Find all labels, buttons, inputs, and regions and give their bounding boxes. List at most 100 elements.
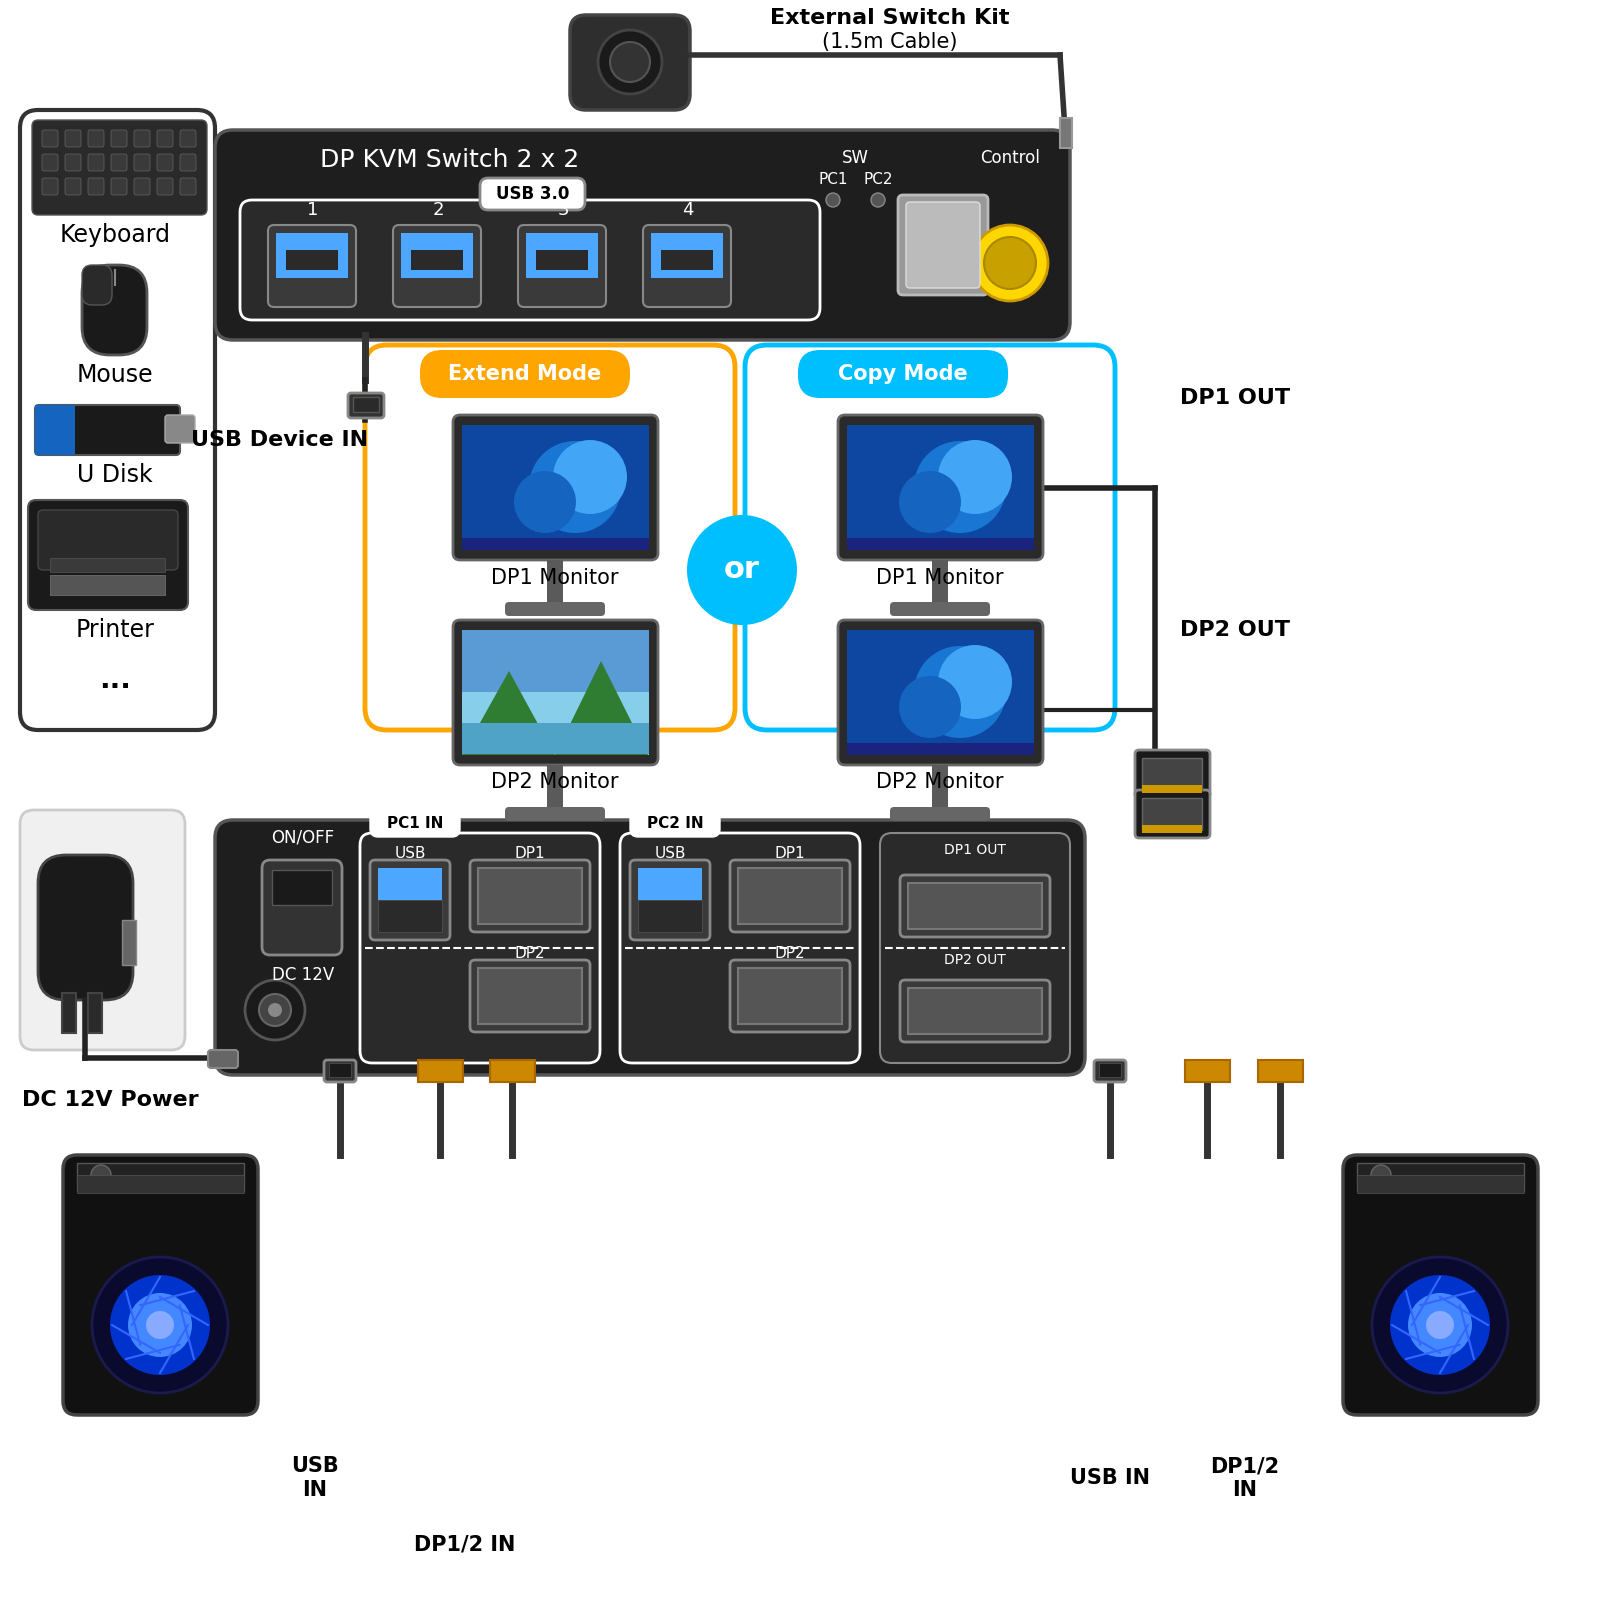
Text: PC2: PC2 [864, 173, 893, 187]
FancyBboxPatch shape [370, 811, 461, 837]
FancyBboxPatch shape [890, 806, 990, 821]
Circle shape [914, 442, 1006, 533]
FancyBboxPatch shape [19, 110, 214, 730]
Circle shape [245, 979, 306, 1040]
Text: Copy Mode: Copy Mode [838, 365, 968, 384]
Circle shape [938, 645, 1013, 718]
Circle shape [269, 1003, 282, 1018]
Text: DP2: DP2 [515, 947, 546, 962]
FancyBboxPatch shape [88, 154, 104, 171]
Text: DC 12V Power: DC 12V Power [22, 1090, 198, 1110]
Polygon shape [462, 661, 648, 755]
FancyBboxPatch shape [66, 154, 82, 171]
Bar [738, 968, 842, 1024]
FancyBboxPatch shape [208, 1050, 238, 1069]
Bar [462, 538, 650, 550]
FancyBboxPatch shape [35, 405, 179, 454]
Circle shape [870, 194, 885, 206]
FancyBboxPatch shape [66, 130, 82, 147]
Bar [1186, 1059, 1230, 1082]
Text: USB: USB [654, 846, 686, 861]
FancyBboxPatch shape [29, 499, 189, 610]
Bar [77, 1163, 243, 1190]
FancyBboxPatch shape [110, 130, 126, 147]
FancyBboxPatch shape [165, 414, 195, 443]
Text: 1: 1 [307, 202, 318, 219]
Text: Extend Mode: Extend Mode [448, 365, 602, 384]
Text: USB IN: USB IN [1070, 1469, 1150, 1488]
Text: Mouse: Mouse [77, 363, 154, 387]
FancyBboxPatch shape [88, 178, 104, 195]
Bar [661, 250, 714, 270]
Bar [846, 630, 1034, 755]
FancyBboxPatch shape [214, 819, 1085, 1075]
Bar [286, 250, 338, 270]
Text: ...: ... [99, 666, 131, 694]
Circle shape [826, 194, 840, 206]
FancyBboxPatch shape [1342, 1155, 1538, 1414]
FancyBboxPatch shape [453, 619, 658, 765]
Circle shape [938, 440, 1013, 514]
Bar [354, 397, 379, 411]
Bar [62, 994, 77, 1034]
FancyBboxPatch shape [419, 350, 630, 398]
Bar [931, 560, 947, 602]
FancyBboxPatch shape [798, 350, 1008, 398]
Text: DP2 Monitor: DP2 Monitor [877, 773, 1003, 792]
Text: DP1: DP1 [515, 846, 546, 861]
Circle shape [110, 1275, 210, 1374]
FancyBboxPatch shape [643, 226, 731, 307]
FancyBboxPatch shape [19, 810, 186, 1050]
Text: 2: 2 [432, 202, 443, 219]
Bar [462, 630, 650, 691]
FancyBboxPatch shape [506, 602, 605, 616]
FancyBboxPatch shape [898, 195, 989, 294]
Circle shape [1408, 1293, 1472, 1357]
Text: USB: USB [394, 846, 426, 861]
FancyBboxPatch shape [134, 154, 150, 171]
Text: PC1: PC1 [818, 173, 848, 187]
Circle shape [554, 440, 627, 514]
Bar [50, 558, 165, 573]
Bar [846, 426, 1034, 550]
Bar [846, 742, 1034, 755]
Text: USB
IN: USB IN [291, 1456, 339, 1499]
Text: Keyboard: Keyboard [59, 222, 171, 246]
FancyBboxPatch shape [890, 602, 990, 616]
FancyBboxPatch shape [470, 861, 590, 931]
Text: DP2 Monitor: DP2 Monitor [491, 773, 619, 792]
FancyBboxPatch shape [730, 960, 850, 1032]
Bar [490, 1059, 534, 1082]
FancyBboxPatch shape [82, 266, 147, 355]
Circle shape [1426, 1310, 1454, 1339]
FancyBboxPatch shape [349, 394, 384, 418]
Text: DP1/2 IN: DP1/2 IN [414, 1534, 515, 1555]
FancyBboxPatch shape [82, 266, 112, 306]
FancyBboxPatch shape [134, 130, 150, 147]
FancyBboxPatch shape [838, 619, 1043, 765]
FancyBboxPatch shape [730, 861, 850, 931]
FancyBboxPatch shape [518, 226, 606, 307]
FancyBboxPatch shape [630, 861, 710, 939]
FancyBboxPatch shape [240, 200, 819, 320]
Text: ON/OFF: ON/OFF [272, 829, 334, 846]
Text: SW: SW [842, 149, 869, 166]
FancyBboxPatch shape [62, 1155, 258, 1414]
FancyBboxPatch shape [134, 178, 150, 195]
Bar [1099, 1062, 1122, 1077]
FancyBboxPatch shape [621, 834, 861, 1062]
FancyBboxPatch shape [214, 130, 1070, 341]
FancyBboxPatch shape [42, 130, 58, 147]
FancyBboxPatch shape [179, 178, 195, 195]
FancyBboxPatch shape [157, 154, 173, 171]
FancyBboxPatch shape [906, 202, 979, 288]
Bar [1142, 826, 1202, 834]
Bar [909, 883, 1042, 930]
FancyBboxPatch shape [360, 834, 600, 1062]
FancyBboxPatch shape [179, 130, 195, 147]
FancyBboxPatch shape [899, 875, 1050, 938]
FancyBboxPatch shape [1134, 790, 1210, 838]
FancyBboxPatch shape [370, 861, 450, 939]
Circle shape [899, 470, 962, 533]
Circle shape [686, 515, 797, 626]
